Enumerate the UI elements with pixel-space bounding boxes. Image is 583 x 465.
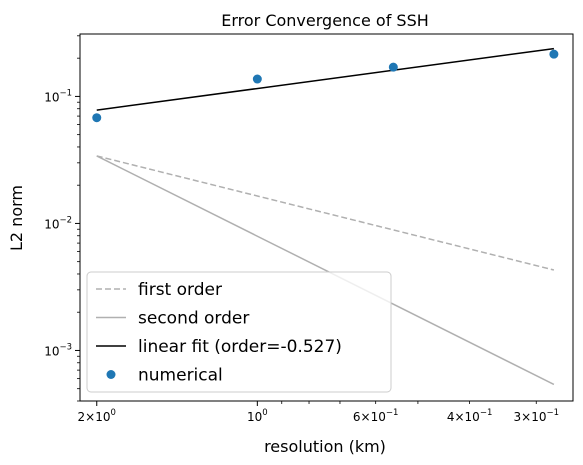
x-tick-label: 100	[247, 408, 268, 424]
legend-label-second-order: second order	[138, 309, 249, 329]
legend-swatch-numerical	[106, 370, 116, 379]
y-axis-label: L2 norm	[7, 185, 26, 251]
y-tick-label: 10−2	[44, 215, 72, 231]
legend-label-numerical: numerical	[138, 366, 223, 386]
series-line-second-order	[96, 155, 555, 386]
series-line-linear-fit-order-0-527	[96, 47, 555, 111]
axes-frame	[79, 33, 574, 402]
legend-label-linear-fit-order-0-527: linear fit (order=-0.527)	[138, 337, 342, 357]
series-line-first-order	[96, 155, 555, 271]
data-point-numerical	[92, 113, 102, 123]
x-tick-label: 4×10−1	[447, 408, 493, 424]
x-axis-label: resolution (km)	[264, 437, 386, 456]
x-tick-label: 6×10−1	[353, 408, 399, 424]
legend-box	[86, 271, 392, 393]
legend-label-first-order: first order	[138, 280, 222, 300]
chart-title: Error Convergence of SSH	[221, 11, 429, 30]
series-layer	[92, 47, 559, 386]
x-tick-label: 2×100	[78, 408, 116, 424]
y-tick-label: 10−1	[44, 88, 72, 104]
data-point-numerical	[252, 74, 262, 84]
legend: first order second order linear fit (order…	[86, 271, 392, 393]
y-tick-label: 10−3	[44, 342, 72, 358]
data-point-numerical	[388, 62, 398, 72]
x-tick-label: 3×10−1	[513, 408, 559, 424]
data-point-numerical	[549, 49, 559, 59]
